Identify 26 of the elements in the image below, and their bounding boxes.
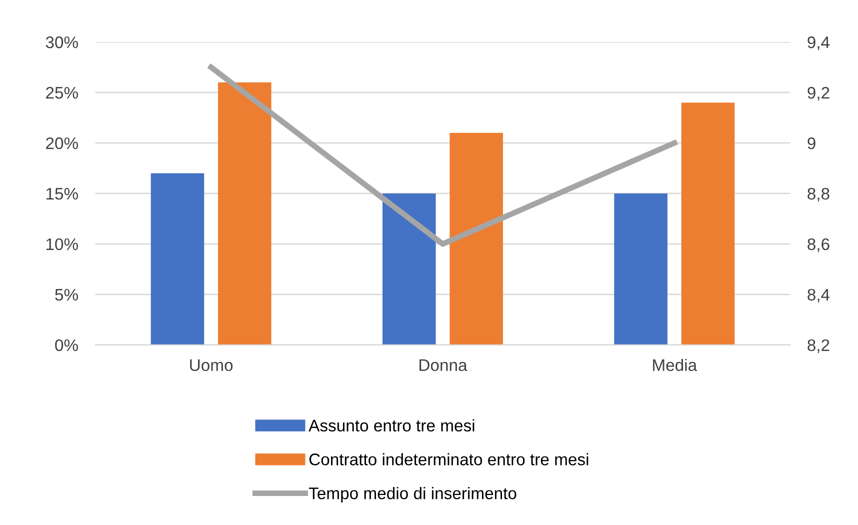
y-tick-label: 20% [46, 137, 78, 150]
legend-label: Assunto entro tre mesi [308, 419, 474, 432]
bar [218, 82, 272, 345]
y-tick-label: 15% [46, 188, 78, 200]
y-tick-label: 30% [46, 36, 78, 48]
y2-tick-label: 8,6 [808, 238, 830, 252]
y-tick-label: 25% [46, 86, 78, 99]
bar [450, 132, 503, 345]
bar [382, 193, 436, 345]
x-tick-label: Donna [420, 359, 468, 372]
y-tick-label: 5% [55, 288, 78, 301]
y2-tick-label: 8,8 [808, 188, 830, 202]
y2-tick-label: 9,2 [808, 86, 830, 101]
legend-label: Tempo medio di inserimento [308, 486, 516, 503]
y2-tick-label: 8,4 [808, 288, 830, 303]
y-tick-label: 0% [55, 339, 78, 352]
x-tick-label: Uomo [190, 359, 233, 372]
y-tick-label: 10% [46, 238, 78, 250]
bar [150, 173, 204, 345]
y2-tick-label: 8,2 [808, 339, 830, 354]
y2-tick-label: 9,4 [808, 36, 830, 50]
x-tick-label: Media [653, 358, 698, 372]
legend-label: Contratto indeterminato entro tre mesi [309, 453, 588, 466]
bar [681, 102, 735, 345]
bar [614, 193, 668, 345]
y2-tick-label: 9 [808, 137, 816, 150]
